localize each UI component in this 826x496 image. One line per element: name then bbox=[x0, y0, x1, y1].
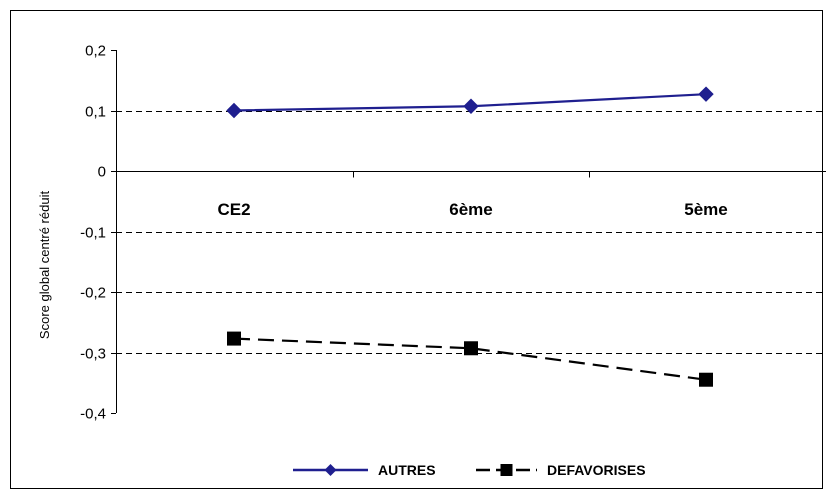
x-tick-label: CE2 bbox=[217, 200, 250, 219]
x-tick-label: 5ème bbox=[684, 200, 727, 219]
legend-marker-diamond bbox=[324, 464, 337, 476]
data-point-diamond bbox=[226, 102, 242, 119]
y-tick-label: -0,4 bbox=[80, 406, 106, 423]
y-tick-label: -0,1 bbox=[80, 225, 106, 242]
x-tick-label: 6ème bbox=[449, 200, 492, 219]
data-point-square bbox=[464, 341, 478, 356]
legend-label: DEFAVORISES bbox=[547, 462, 646, 478]
legend-label: AUTRES bbox=[378, 462, 436, 478]
series-layer bbox=[226, 86, 714, 387]
y-tick-label: 0,1 bbox=[85, 104, 106, 121]
y-axis-label: Score global centré réduit bbox=[37, 191, 52, 340]
y-tick-label: 0 bbox=[98, 164, 106, 181]
data-point-square bbox=[227, 331, 241, 346]
legend: AUTRES DEFAVORISES bbox=[293, 462, 646, 478]
series-line bbox=[233, 337, 707, 381]
data-point-diamond bbox=[698, 86, 714, 102]
legend-marker-square bbox=[500, 464, 513, 476]
axis-layer: 0,2 0,1 0 -0,1 -0,2 -0,3 -0,4 CE2 6ème 5ème bbox=[80, 43, 826, 423]
data-point-square bbox=[699, 372, 713, 387]
y-tick-label: -0,3 bbox=[80, 346, 106, 363]
y-tick-label: -0,2 bbox=[80, 285, 106, 302]
data-point-diamond bbox=[463, 98, 479, 114]
chart-border bbox=[10, 10, 823, 489]
y-tick-label: 0,2 bbox=[85, 43, 106, 60]
